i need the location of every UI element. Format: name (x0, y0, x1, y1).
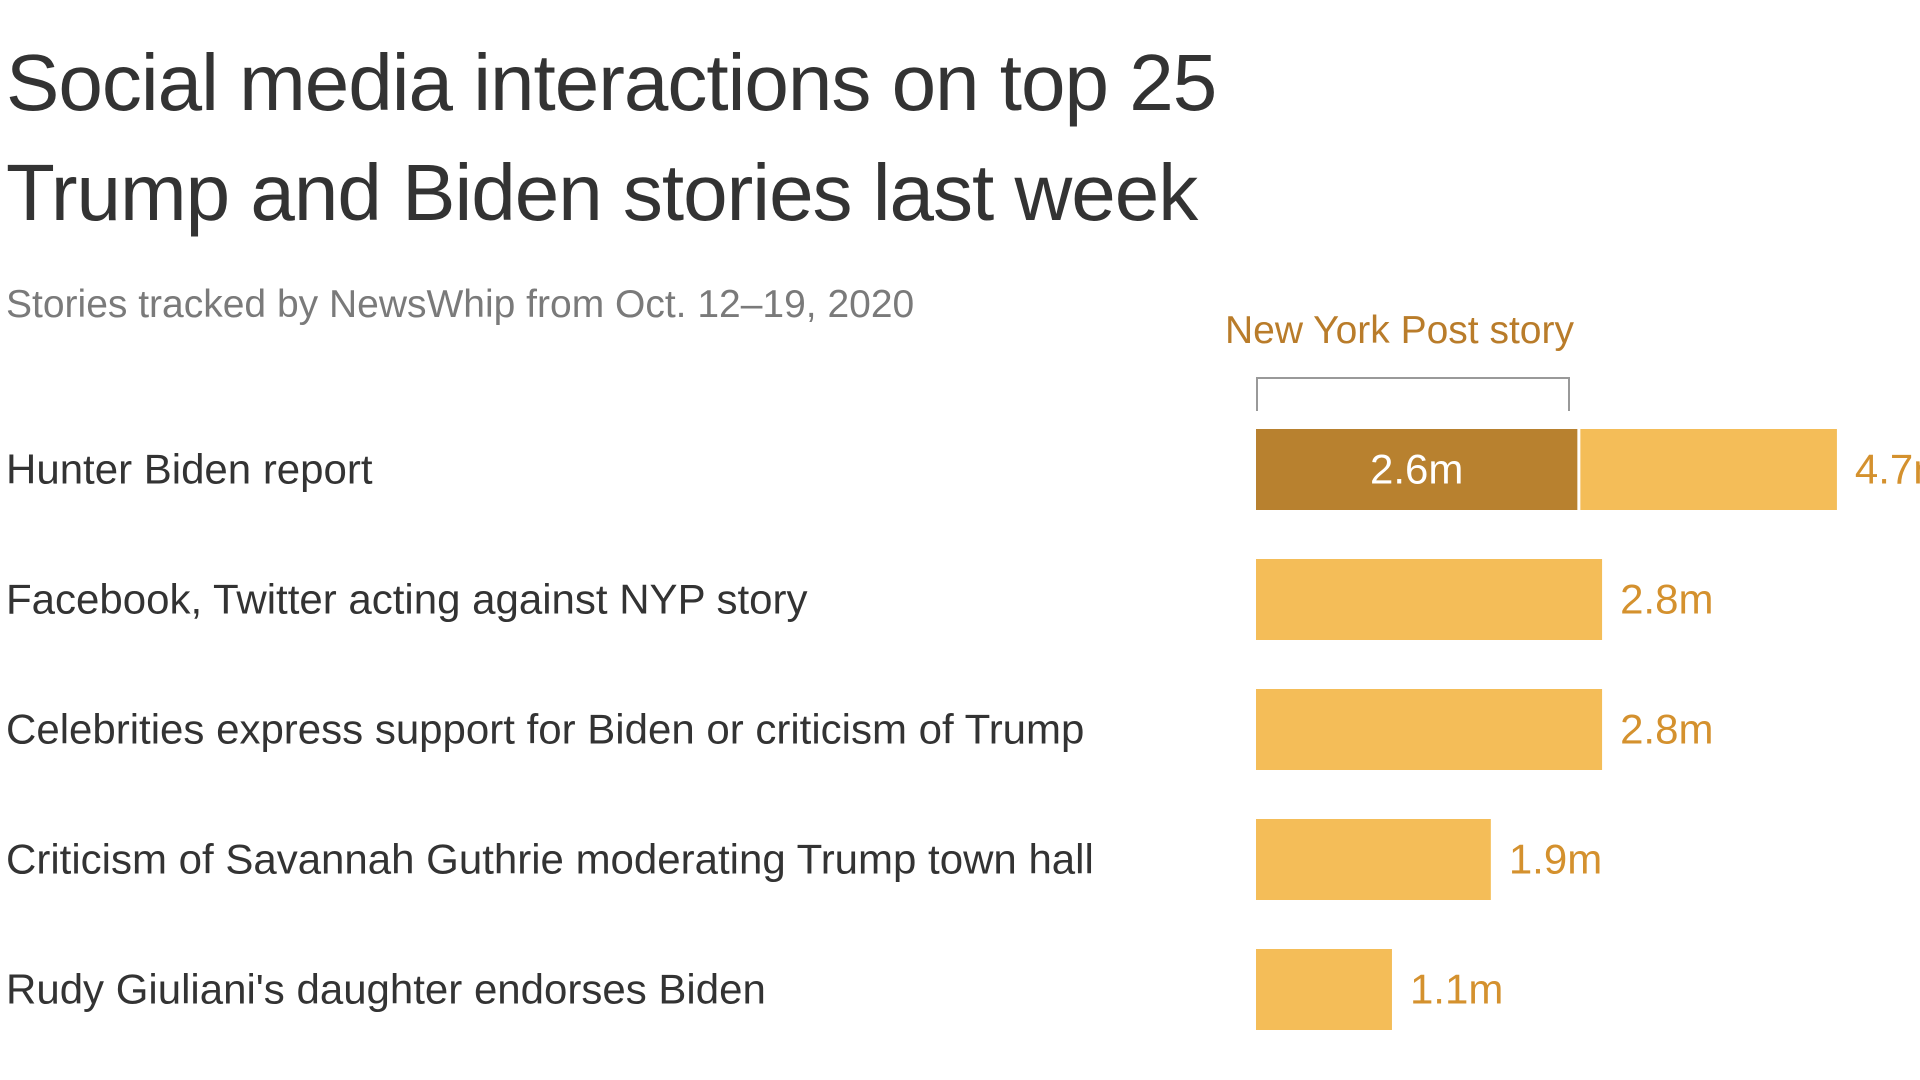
bar (1256, 819, 1491, 900)
highlight-value-label: 2.6m (1370, 446, 1463, 493)
category-label: Criticism of Savannah Guthrie moderating… (6, 836, 1094, 883)
nyp-bracket (1256, 377, 1570, 411)
category-label: Celebrities express support for Biden or… (6, 706, 1084, 753)
title-line-1: Social media interactions on top 25 (6, 38, 1217, 127)
nyp-annotation: New York Post story (1225, 309, 1574, 352)
bar (1256, 559, 1603, 640)
chart-subtitle: Stories tracked by NewsWhip from Oct. 12… (6, 283, 915, 326)
value-label: 2.8m (1620, 576, 1713, 623)
category-label: Hunter Biden report (6, 446, 373, 493)
bar (1256, 949, 1392, 1030)
bar (1256, 689, 1603, 770)
value-label: 2.8m (1620, 706, 1713, 753)
highlight-bar (1256, 429, 1578, 510)
value-label: 4.7m (1855, 446, 1920, 493)
bar (1580, 429, 1837, 510)
chart-title: Social media interactions on top 25 Trump… (6, 28, 1217, 248)
value-label: 1.1m (1410, 966, 1503, 1013)
category-label: Rudy Giuliani's daughter endorses Biden (6, 966, 766, 1013)
value-label: 1.9m (1509, 836, 1602, 883)
title-line-2: Trump and Biden stories last week (6, 148, 1198, 237)
category-label: Facebook, Twitter acting against NYP sto… (6, 576, 808, 623)
